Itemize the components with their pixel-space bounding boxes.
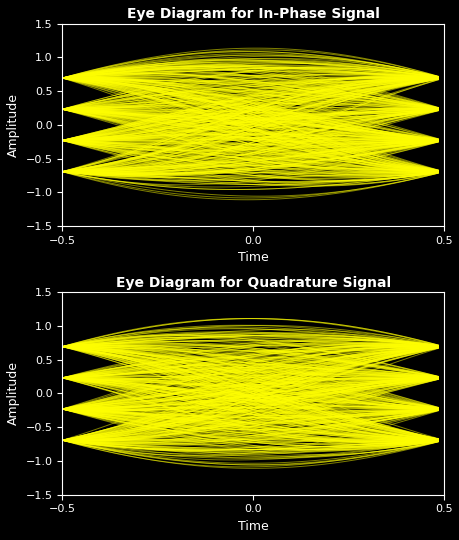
X-axis label: Time: Time: [237, 252, 268, 265]
X-axis label: Time: Time: [237, 520, 268, 533]
Title: Eye Diagram for Quadrature Signal: Eye Diagram for Quadrature Signal: [115, 275, 390, 289]
Y-axis label: Amplitude: Amplitude: [7, 361, 20, 426]
Y-axis label: Amplitude: Amplitude: [7, 93, 20, 157]
Title: Eye Diagram for In-Phase Signal: Eye Diagram for In-Phase Signal: [127, 7, 379, 21]
